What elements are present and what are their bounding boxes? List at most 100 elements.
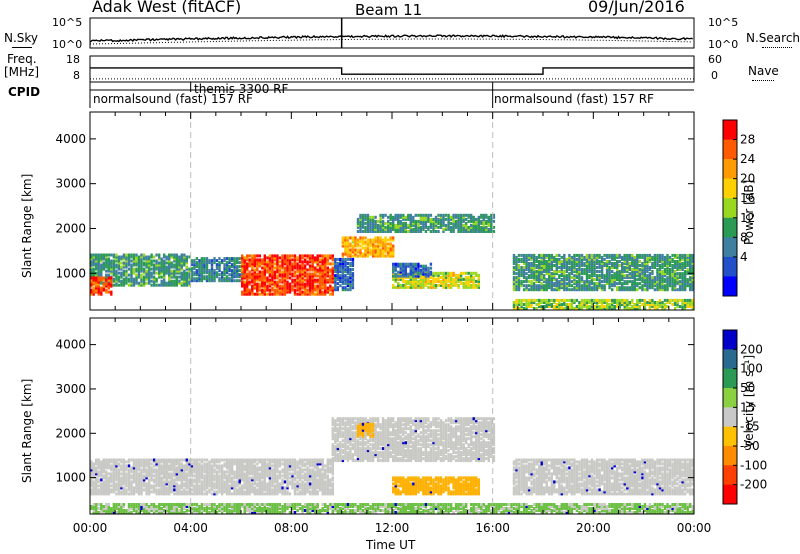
velocity-cell [115, 472, 118, 476]
power-cell [477, 221, 480, 225]
power-cell [301, 274, 304, 278]
power-cell [324, 264, 327, 268]
power-cell [522, 253, 526, 257]
power-cell [530, 282, 533, 286]
power-cell [618, 305, 621, 308]
power-cell [417, 279, 420, 283]
power-cell [452, 277, 455, 281]
power-cell [527, 257, 531, 261]
power-cell [178, 265, 181, 269]
velocity-cell [241, 464, 244, 468]
power-cell [286, 256, 289, 260]
power-cell [578, 260, 581, 263]
power-cell [414, 266, 417, 270]
power-cell [570, 260, 574, 263]
power-cell [271, 278, 274, 282]
power-cell [543, 305, 546, 308]
velocity-cell [210, 468, 214, 472]
power-cell [611, 303, 614, 306]
power-cell [437, 271, 440, 275]
power-cell [152, 283, 156, 287]
power-cell [308, 254, 312, 258]
power-cell [520, 268, 523, 271]
power-cell [308, 278, 312, 282]
power-cell [656, 288, 659, 292]
power-cell [563, 301, 566, 304]
velocity-cell [168, 468, 171, 472]
velocity-cell [170, 464, 173, 468]
power-cell [404, 227, 407, 231]
power-cell [470, 215, 473, 219]
power-cell [580, 268, 584, 271]
velocity-cell [90, 470, 93, 474]
velocity-cell [168, 480, 171, 484]
power-cell [371, 219, 375, 223]
velocity-cell [238, 492, 241, 496]
velocity-cell [248, 490, 251, 494]
power-cell [422, 264, 425, 268]
power-cell [303, 264, 307, 268]
power-cell [578, 272, 581, 276]
power-cell [628, 286, 631, 290]
power-cell [570, 303, 574, 306]
power-cell [92, 255, 95, 259]
power-cell [251, 260, 254, 264]
power-cell [663, 260, 667, 263]
power-cell [548, 298, 551, 302]
power-cell [324, 292, 327, 296]
power-cell [658, 284, 662, 288]
power-cell [512, 253, 516, 257]
power-cell [205, 267, 209, 271]
power-cell [663, 280, 667, 284]
power-cell [298, 258, 302, 262]
power-cell [623, 262, 626, 265]
power-cell [147, 279, 151, 283]
power-cell [243, 282, 246, 286]
power-cell [598, 276, 601, 280]
power-cell [293, 272, 297, 276]
velocity-cell [147, 470, 151, 474]
velocity-cell [185, 460, 188, 464]
power-cell [588, 270, 591, 273]
power-cell [379, 254, 382, 258]
power-cell [648, 298, 652, 302]
power-cell [613, 255, 616, 259]
velocity-cell [268, 482, 272, 486]
velocity-cell [205, 466, 209, 470]
power-cell [686, 298, 689, 302]
power-cell [653, 280, 657, 284]
power-cell [344, 264, 347, 267]
power-cell [286, 282, 289, 286]
power-cell [273, 266, 277, 270]
power-cell [480, 225, 483, 229]
velocity-cell [210, 486, 214, 490]
velocity-cell [195, 482, 199, 486]
velocity-cell [243, 482, 246, 486]
power-cell [293, 256, 297, 260]
power-cell [653, 307, 657, 310]
power-cell [399, 215, 402, 219]
power-cell [273, 288, 277, 292]
velocity-cell [105, 488, 108, 492]
power-cell [517, 298, 521, 302]
velocity-cell [178, 458, 181, 462]
power-cell [573, 280, 576, 284]
power-cell [397, 262, 400, 266]
power-cell [543, 262, 546, 265]
power-cell [419, 277, 423, 281]
power-cell [122, 263, 126, 267]
power-cell [190, 271, 194, 275]
power-cell [530, 266, 533, 269]
power-cell [306, 254, 309, 258]
power-cell [376, 240, 380, 244]
velocity-cell [205, 468, 209, 472]
power-cell [575, 307, 579, 310]
power-cell [522, 272, 526, 276]
power-cell [535, 278, 538, 282]
power-cell [588, 268, 591, 271]
power-cell [341, 260, 345, 263]
velocity-cell [205, 472, 209, 476]
power-cell [155, 277, 158, 281]
velocity-cell [205, 478, 209, 482]
velocity-cell [142, 458, 146, 462]
